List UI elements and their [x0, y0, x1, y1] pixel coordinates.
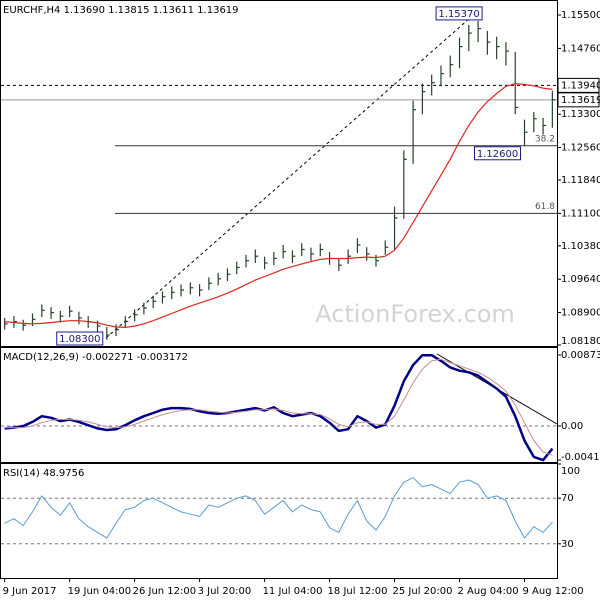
level-label: 1.13619 — [561, 95, 600, 106]
x-tick-label: 18 Jul 12:00 — [328, 586, 388, 597]
watermark: ActionForex.com — [315, 300, 515, 328]
macd-panel-frame — [0, 347, 558, 463]
y-tick-label: 0.008732 — [561, 350, 600, 361]
trend-line — [105, 17, 471, 339]
y-tick-label: 1.15500 — [561, 10, 600, 21]
y-tick-label: 1.10380 — [561, 241, 600, 252]
macd-title: MACD(12,26,9) -0.002271 -0.003172 — [3, 352, 188, 363]
y-tick-label: 1.08180 — [561, 336, 600, 347]
annotation-box — [56, 331, 104, 346]
y-tick-label: 1.13300 — [561, 109, 600, 120]
indicator-line — [4, 358, 553, 456]
rsi-panel-frame — [0, 463, 558, 579]
y-tick-label: 100 — [561, 466, 580, 477]
y-tick-label: 1.09640 — [561, 274, 600, 285]
annotation-label: 1.15370 — [438, 9, 479, 20]
x-tick-label: 11 Jul 04:00 — [263, 586, 323, 597]
rsi-title: RSI(14) 48.9756 — [3, 468, 84, 479]
y-tick-label: 1.14760 — [561, 43, 600, 54]
y-tick-label: 1.11840 — [561, 175, 600, 186]
fib-label: 38.2 — [535, 134, 555, 144]
moving-average — [4, 82, 553, 329]
fib-label: 61.8 — [535, 202, 555, 212]
level-label: 1.13940 — [561, 80, 600, 91]
y-tick-label: 0.00 — [561, 421, 583, 432]
annotation-box — [474, 146, 522, 161]
indicator-line — [4, 477, 553, 539]
x-tick-label: 25 Jul 20:00 — [393, 586, 453, 597]
y-tick-label: 1.08900 — [561, 308, 600, 319]
x-tick-label: 9 Jun 2017 — [3, 586, 57, 597]
x-tick-label: 9 Aug 12:00 — [523, 586, 584, 597]
price-title: EURCHF,H4 1.13690 1.13815 1.13611 1.1361… — [3, 5, 239, 16]
annotation-box — [435, 6, 483, 21]
y-tick-label: 1.12560 — [561, 143, 600, 154]
y-tick-label: 70 — [561, 493, 574, 504]
price-panel-frame — [0, 0, 558, 347]
y-tick-label: 1.11100 — [561, 208, 600, 219]
annotation-label: 1.12600 — [477, 149, 518, 160]
level-box — [557, 92, 600, 108]
x-tick-label: 26 Jun 12:00 — [133, 586, 197, 597]
annotation-label: 1.08300 — [59, 334, 100, 345]
x-tick-label: 19 Jun 04:00 — [68, 586, 132, 597]
x-tick-label: 3 Jul 20:00 — [198, 586, 252, 597]
x-tick-label: 2 Aug 04:00 — [458, 586, 519, 597]
y-tick-label: 30 — [561, 539, 574, 550]
y-tick-label: -0.004184 — [561, 452, 600, 463]
